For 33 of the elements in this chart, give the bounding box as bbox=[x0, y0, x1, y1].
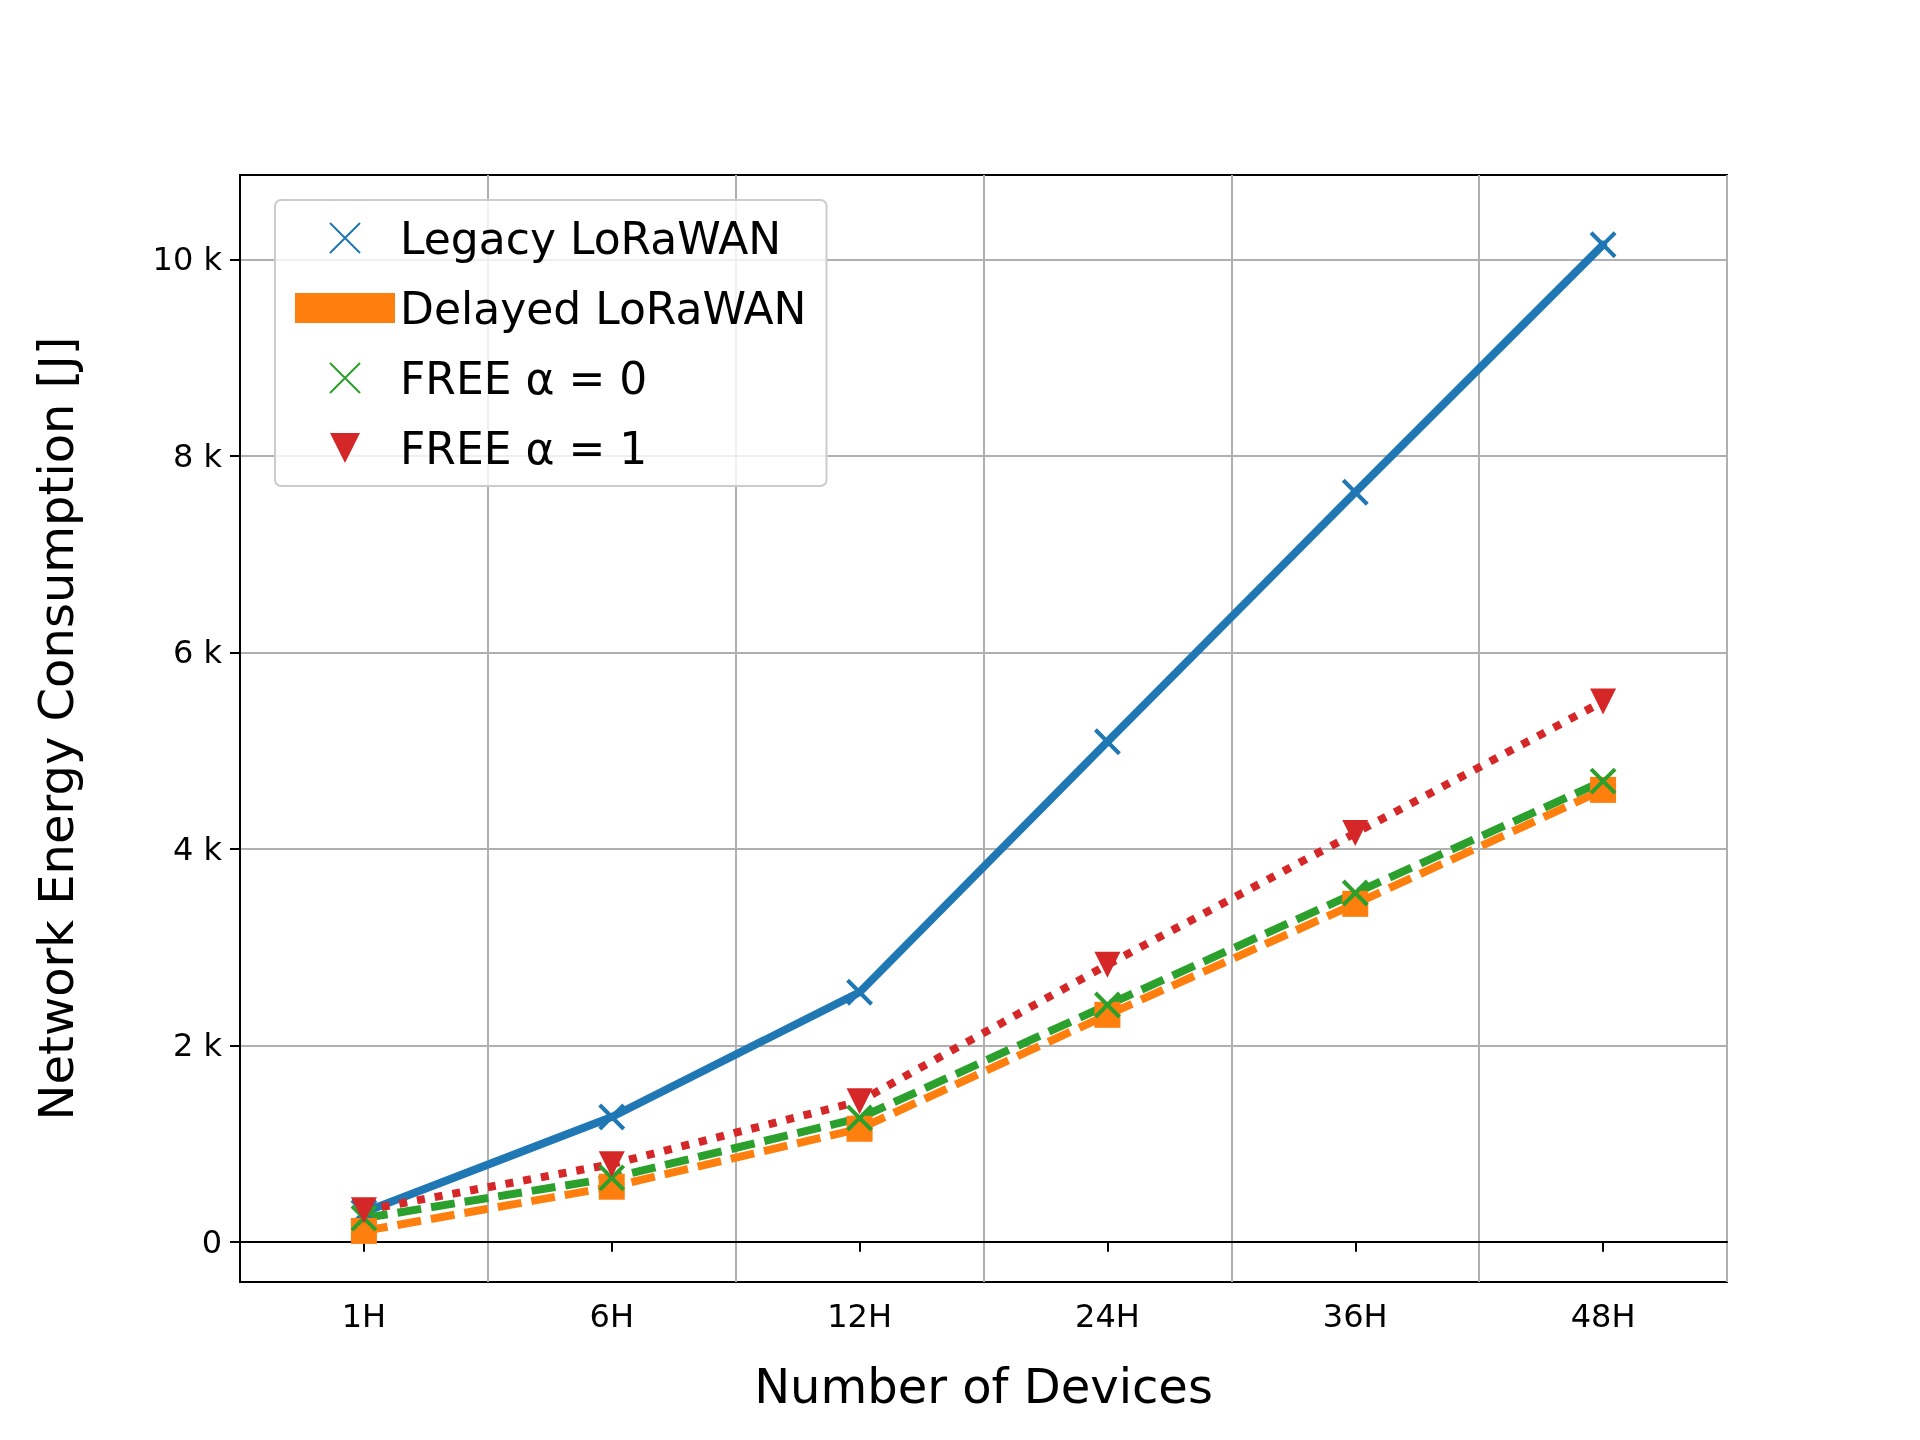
point bbox=[845, 1103, 874, 1132]
point bbox=[597, 1102, 626, 1131]
legend-label: Delayed LoRaWAN bbox=[400, 282, 807, 334]
point bbox=[1589, 230, 1618, 259]
x-axis-title: Number of Devices bbox=[754, 1358, 1213, 1414]
y-tick-label: 10 k bbox=[152, 240, 223, 279]
x-tick-label: 48H bbox=[1570, 1297, 1636, 1335]
point bbox=[1093, 727, 1122, 756]
x-tick-label: 36H bbox=[1322, 1297, 1388, 1335]
point bbox=[1341, 879, 1370, 908]
point bbox=[1342, 820, 1369, 847]
x-tick-label: 1H bbox=[341, 1297, 387, 1335]
point bbox=[1093, 991, 1122, 1019]
legend-label: FREE α = 1 bbox=[400, 422, 648, 474]
x-tick-label: 6H bbox=[589, 1297, 634, 1335]
point bbox=[1589, 767, 1618, 796]
point bbox=[598, 1151, 625, 1178]
y-tick-label: 0 bbox=[201, 1222, 222, 1261]
legend-label: FREE α = 0 bbox=[400, 352, 648, 404]
point bbox=[1341, 478, 1370, 507]
point bbox=[1094, 951, 1121, 978]
legend-label: Legacy LoRaWAN bbox=[400, 212, 782, 264]
y-tick-label: 2 k bbox=[172, 1026, 223, 1065]
point bbox=[1590, 688, 1617, 715]
y-tick-label: 8 k bbox=[172, 436, 223, 475]
y-axis-title: Network Energy Consumption [J] bbox=[28, 336, 84, 1121]
x-tick-label: 12H bbox=[827, 1297, 892, 1335]
y-tick-label: 4 k bbox=[172, 829, 223, 868]
x-tick-label: 24H bbox=[1075, 1297, 1140, 1335]
point bbox=[597, 1163, 626, 1192]
point bbox=[845, 978, 874, 1007]
y-tick-label: 6 k bbox=[172, 633, 223, 672]
point bbox=[846, 1088, 873, 1115]
